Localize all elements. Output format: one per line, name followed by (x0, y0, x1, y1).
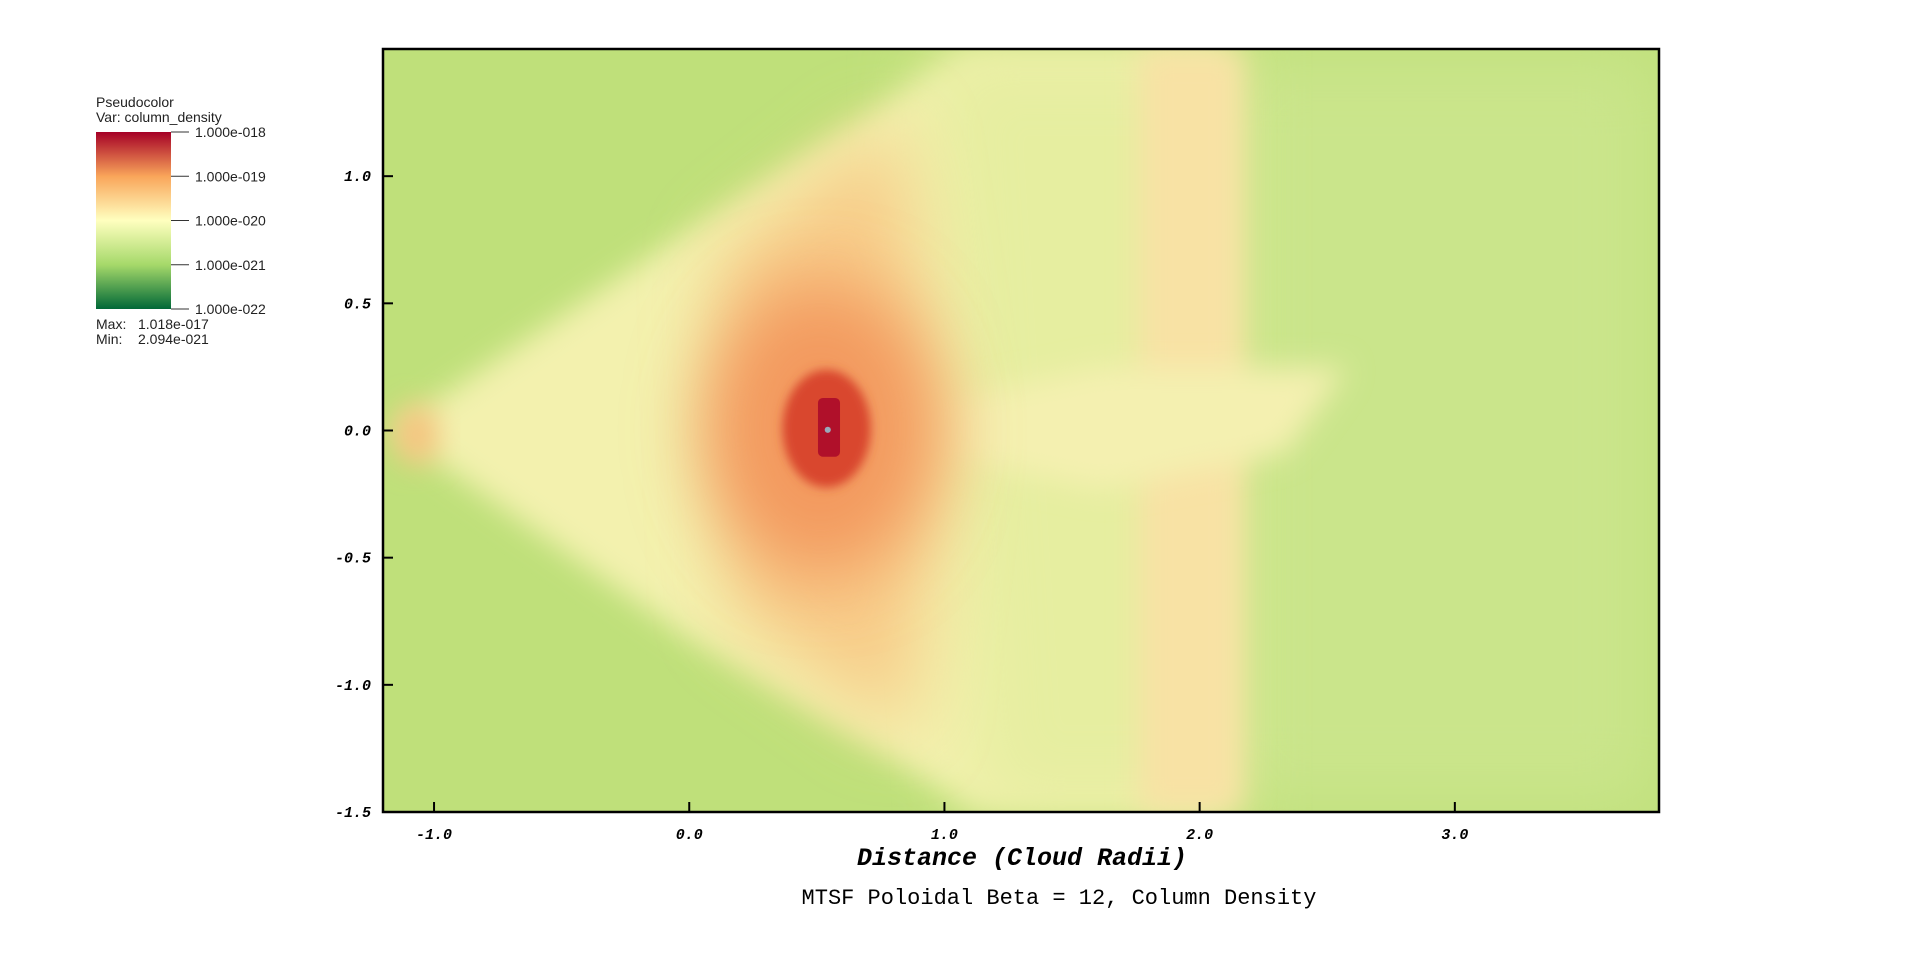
x-tick-label: 0.0 (676, 827, 703, 844)
y-tick-label: 0.0 (344, 424, 371, 441)
legend-min-value: 2.094e-021 (138, 331, 209, 347)
legend-variable: Var: column_density (96, 109, 222, 125)
colorbar-tick-label: 1.000e-022 (195, 301, 266, 317)
y-tick-label: -0.5 (335, 551, 371, 568)
x-tick-label: 1.0 (931, 827, 958, 844)
x-tick-label: 2.0 (1186, 827, 1213, 844)
colorbar-tick-label: 1.000e-021 (195, 257, 266, 273)
colorbar-tick-label: 1.000e-020 (195, 213, 266, 229)
field-image (383, 49, 1659, 812)
y-tick-label: -1.5 (335, 805, 371, 822)
legend-max-label: Max: (96, 316, 126, 332)
y-tick-label: -1.0 (335, 678, 371, 695)
colorbar (96, 132, 171, 309)
colorbar-tick-label: 1.000e-019 (195, 168, 266, 184)
legend-max-value: 1.018e-017 (138, 316, 209, 332)
x-tick-label: -1.0 (416, 827, 452, 844)
legend-min-label: Min: (96, 331, 122, 347)
colorbar-tick-label: 1.000e-018 (195, 124, 266, 140)
y-tick-label: 1.0 (344, 169, 371, 186)
plot-title: MTSF Poloidal Beta = 12, Column Density (802, 886, 1317, 911)
legend-plot-name: Pseudocolor (96, 94, 174, 110)
x-tick-label: 3.0 (1441, 827, 1468, 844)
y-tick-label: 0.5 (344, 296, 371, 313)
x-axis-label: Distance (Cloud Radii) (857, 844, 1187, 873)
